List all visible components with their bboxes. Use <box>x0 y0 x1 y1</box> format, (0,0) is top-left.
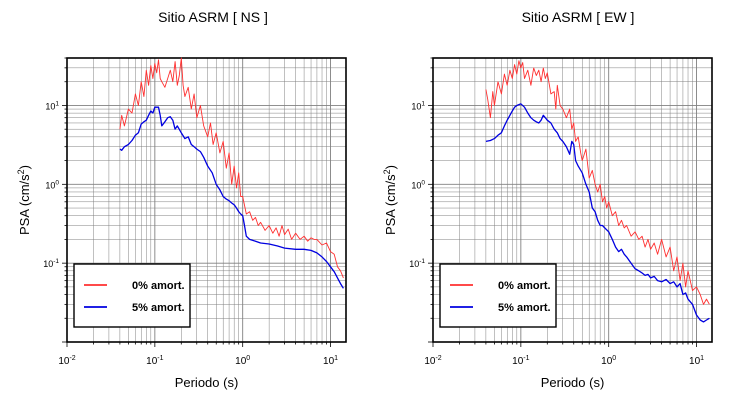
legend-label: 0% amort. <box>132 280 185 292</box>
legend: 0% amort. 5% amort. <box>439 263 557 328</box>
y-tick-label: 10-1 <box>43 258 59 269</box>
chart-title: Sitio ASRM [ EW ] <box>522 9 635 25</box>
legend-box <box>439 263 557 328</box>
x-tick-label-base: 10 <box>235 356 247 367</box>
x-tick-label-base: 10 <box>689 356 701 367</box>
y-tick-label-exp: -1 <box>419 258 425 265</box>
y-axis-label: PSA (cm/s2) <box>16 165 32 235</box>
plot-frame <box>66 57 347 343</box>
y-axis-label-main: PSA (cm/s <box>17 174 32 235</box>
x-tick-label: 10-2 <box>58 355 75 367</box>
x-tick-label: 10-1 <box>512 355 529 367</box>
x-tick-label-exp: 0 <box>246 355 250 362</box>
y-axis-label-tail: ) <box>383 165 398 169</box>
x-tick-label-base: 10 <box>58 356 70 367</box>
x-tick-label: 101 <box>689 355 704 367</box>
x-tick-label-base: 10 <box>146 356 158 367</box>
y-tick-label-exp: 1 <box>55 100 59 107</box>
x-tick-label: 10-1 <box>146 355 163 367</box>
y-tick-label: 101 <box>45 100 59 111</box>
y-axis-label-sup: 2 <box>382 169 392 174</box>
x-tick-label-exp: -2 <box>69 355 75 362</box>
x-tick-label-base: 10 <box>424 356 436 367</box>
x-tick-label: 101 <box>323 355 338 367</box>
x-tick-label-base: 10 <box>323 356 335 367</box>
legend: 0% amort. 5% amort. <box>73 263 191 328</box>
y-tick-label: 101 <box>411 100 425 111</box>
y-axis-label-tail: ) <box>17 165 32 169</box>
y-tick-label-exp: -1 <box>53 258 59 265</box>
y-tick-label-base: 10 <box>43 259 53 269</box>
y-tick-label-base: 10 <box>411 180 421 190</box>
y-axis-label: PSA (cm/s2) <box>382 165 398 235</box>
x-tick-label-base: 10 <box>512 356 524 367</box>
legend-label: 5% amort. <box>498 302 551 314</box>
x-tick-label-exp: -1 <box>523 355 529 362</box>
x-tick-label-base: 10 <box>601 356 613 367</box>
series-line-amort-5 <box>485 103 710 323</box>
y-tick-label: 100 <box>411 179 425 190</box>
legend-label: 5% amort. <box>132 302 185 314</box>
x-tick-label-exp: -2 <box>435 355 441 362</box>
x-tick-label-exp: 1 <box>700 355 704 362</box>
x-tick-label: 10-2 <box>424 355 441 367</box>
y-tick-label: 10-1 <box>409 258 425 269</box>
chart-panel-ns: Sitio ASRM [ NS ]10-2 10-1 100 10110-110010… <box>16 9 347 390</box>
y-tick-label-base: 10 <box>45 180 55 190</box>
y-axis-label-sup: 2 <box>16 169 26 174</box>
series-line-amort-5 <box>119 106 344 289</box>
x-axis-label: Periodo (s) <box>541 375 605 390</box>
plot-frame <box>432 57 713 343</box>
y-tick-label-base: 10 <box>45 101 55 111</box>
y-tick-label-base: 10 <box>411 101 421 111</box>
x-axis-label: Periodo (s) <box>175 375 239 390</box>
x-tick-label: 100 <box>235 355 250 367</box>
x-tick-label-exp: 0 <box>612 355 616 362</box>
legend-box <box>73 263 191 328</box>
y-tick-label: 100 <box>45 179 59 190</box>
y-tick-label-exp: 0 <box>55 179 59 186</box>
legend-label: 0% amort. <box>498 280 551 292</box>
x-tick-label-exp: 1 <box>334 355 338 362</box>
chart-title: Sitio ASRM [ NS ] <box>158 9 268 25</box>
series-line-amort-0 <box>485 60 710 305</box>
y-tick-label-exp: 0 <box>421 179 425 186</box>
y-axis-label-main: PSA (cm/s <box>383 174 398 235</box>
chart-panel-ew: Sitio ASRM [ EW ]10-2 10-1 100 10110-110010… <box>382 9 713 390</box>
x-tick-label: 100 <box>601 355 616 367</box>
y-tick-label-base: 10 <box>409 259 419 269</box>
gridlines <box>432 57 712 343</box>
y-tick-label-exp: 1 <box>421 100 425 107</box>
series-line-amort-0 <box>119 57 344 279</box>
x-tick-label-exp: -1 <box>157 355 163 362</box>
